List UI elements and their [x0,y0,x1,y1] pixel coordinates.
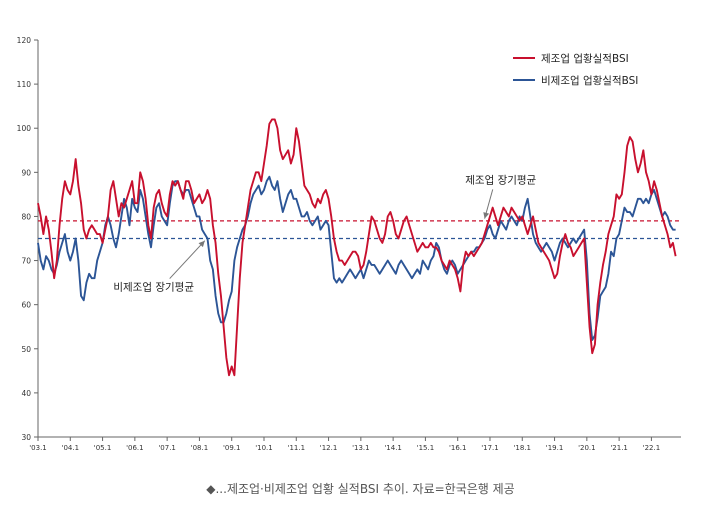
x-tick-label: '20.1 [578,444,596,452]
x-tick-label: '21.1 [610,444,628,452]
y-tick-label: 120 [17,36,32,45]
x-tick-label: '07.1 [158,444,176,452]
x-tick-label: '05.1 [94,444,112,452]
y-tick-label: 70 [21,257,31,266]
x-tick-label: '03.1 [29,444,47,452]
y-tick-label: 100 [17,124,32,133]
x-tick-label: '17.1 [481,444,499,452]
bsi-line-chart: 30 40 50 60 70 80 90 100 110 120 '03.1 '04.1 '05.1 '0… [17,36,681,452]
legend-label-manufacturing: 제조업 업황실적BSI [541,52,629,65]
x-tick-label: '22.1 [643,444,661,452]
x-tick-label: '04.1 [62,444,80,452]
x-tick-label: '08.1 [191,444,209,452]
x-tick-label: '09.1 [223,444,241,452]
x-tick-label: '10.1 [255,444,273,452]
annotation-arrow-head [198,240,205,248]
x-tick-label: '19.1 [546,444,564,452]
x-tick-label: '15.1 [417,444,435,452]
x-tick-label: '14.1 [384,444,402,452]
nonmanufacturing-bsi-line [37,175,676,341]
figure-caption: ◆...제조업·비제조업 업황 실적BSI 추이. 자료=한국은행 제공 [206,482,515,496]
annotation-arrow-line [169,240,206,279]
y-tick-label: 90 [21,168,31,177]
y-tick-label: 60 [21,301,31,310]
nonmanufacturing-average-annotation: 비제조업 장기평균 [113,281,194,294]
manufacturing-average-annotation: 제조업 장기평균 [465,173,536,186]
y-tick-label: 110 [17,80,32,89]
annotation-arrow-head [483,212,490,219]
x-tick-label: '12.1 [320,444,338,452]
legend-label-nonmanufacturing: 비제조업 업황실적BSI [541,74,638,87]
x-tick-label: '13.1 [352,444,370,452]
x-tick-label: '11.1 [288,444,306,452]
x-tick-label: '18.1 [514,444,532,452]
y-tick-label: 30 [21,433,31,442]
x-tick-label: '06.1 [126,444,144,452]
x-tick-label: '16.1 [449,444,467,452]
manufacturing-bsi-line [37,118,677,377]
y-tick-label: 40 [21,389,31,398]
y-tick-label: 50 [21,345,31,354]
y-tick-label: 80 [21,212,31,221]
